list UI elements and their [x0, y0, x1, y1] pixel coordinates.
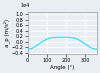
X-axis label: Angle (°): Angle (°): [50, 65, 74, 69]
Y-axis label: a_p (m/s²): a_p (m/s²): [4, 19, 10, 47]
